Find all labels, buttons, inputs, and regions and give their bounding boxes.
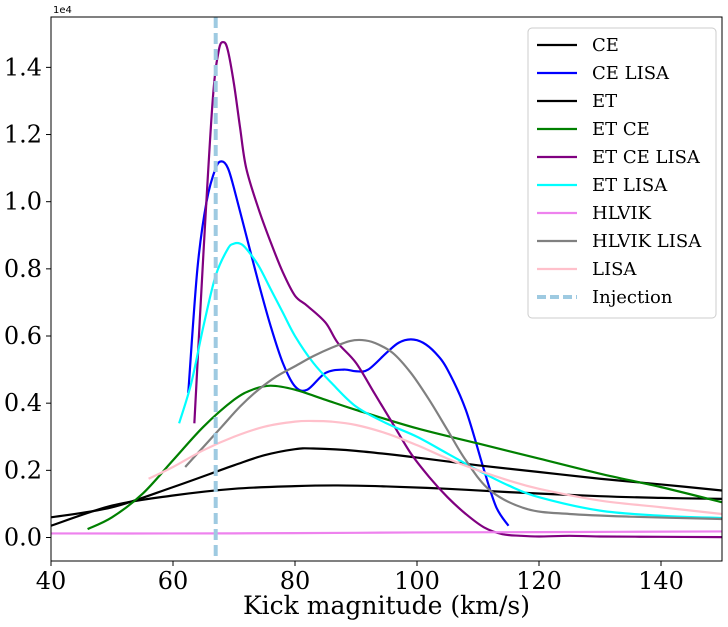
series-line-hlvik-lisa	[184, 338, 722, 521]
legend: CE CE LISA ET ET CE ET CE LISA ET LISA HLVIK HL…	[527, 27, 717, 319]
axis-ticks: 40 60 80 100 120 140 0.0 0.2 0.4 0.6 0.8 1.0 1.2 1.4	[4, 53, 684, 595]
series-line-hlvik	[51, 530, 722, 535]
y-tick-label: 0.2	[4, 456, 42, 484]
x-axis-label: Kick magnitude (km/s)	[243, 591, 530, 620]
legend-label-lisa: LISA	[592, 259, 637, 280]
legend-label-ce-lisa: CE LISA	[592, 63, 670, 84]
y-tick-label: 1.0	[4, 188, 42, 216]
series-line-et-ce	[87, 384, 722, 531]
legend-label-et-lisa: ET LISA	[592, 175, 668, 196]
legend-label-et-ce: ET CE	[592, 119, 650, 140]
x-tick-label: 100	[394, 567, 440, 595]
series-line-et-lisa	[178, 241, 722, 520]
y-tick-label: 1.4	[4, 53, 42, 81]
legend-label-hlvik: HLVIK	[592, 203, 652, 224]
x-tick-label: 40	[36, 567, 67, 595]
x-tick-label: 60	[158, 567, 189, 595]
series-line-et-ce-lisa	[193, 41, 722, 539]
series-line-ce-lisa	[187, 160, 510, 527]
legend-label-hlvik-lisa: HLVIK LISA	[592, 231, 702, 252]
legend-label-et: ET	[592, 91, 617, 112]
y-tick-label: 0.8	[4, 255, 42, 283]
x-tick-label: 80	[280, 567, 311, 595]
y-tick-label: 0.6	[4, 322, 42, 350]
y-tick-label: 0.4	[4, 389, 42, 417]
series-line-lisa	[148, 419, 722, 516]
legend-label-et-ce-lisa: ET CE LISA	[592, 147, 701, 168]
series-line-ce	[51, 484, 722, 527]
series-line-et	[51, 447, 722, 519]
y-tick-label: 1.2	[4, 121, 42, 149]
x-tick-label: 140	[638, 567, 684, 595]
series-lines	[51, 41, 722, 539]
legend-label-ce: CE	[592, 35, 619, 56]
legend-label-injection: Injection	[592, 287, 673, 308]
plot-frame	[50, 16, 723, 562]
x-tick-label: 120	[516, 567, 562, 595]
y-tick-label: 0.0	[4, 523, 42, 551]
y-offset-label: 1e4	[53, 5, 72, 16]
